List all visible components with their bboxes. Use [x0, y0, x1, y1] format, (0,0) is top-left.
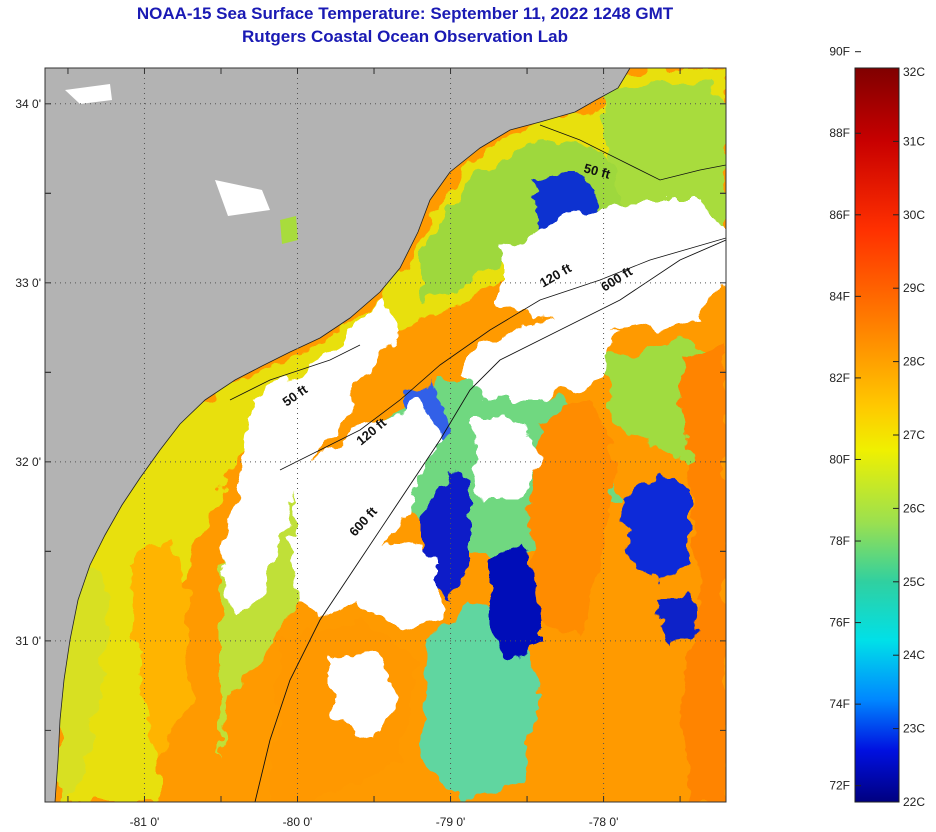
colorbar-f-label: 82F: [829, 371, 850, 385]
colorbar-f-label: 90F: [829, 45, 850, 59]
contour-50ft-south: [229, 344, 361, 401]
colorbar-c-label: 32C: [903, 65, 925, 79]
lat-tick-label: 31 0': [15, 634, 41, 648]
axis-ticks: -81 0' -80 0' -79 0' -78 0' 34 0' 33 0' 32 0' 3…: [15, 68, 726, 829]
colorbar-f-label: 84F: [829, 289, 850, 303]
lat-tick-label: 32 0': [15, 455, 41, 469]
lat-tick-label: 33 0': [15, 276, 41, 290]
map-frame: [44, 67, 727, 803]
colorbar-c-label: 31C: [903, 134, 925, 148]
colorbar-c-label: 29C: [903, 281, 925, 295]
colorbar-c-label: 28C: [903, 355, 925, 369]
lake: [65, 84, 112, 104]
colorbar-c-label: 22C: [903, 795, 925, 809]
colorbar-c-label: 26C: [903, 501, 925, 515]
colorbar-c-label: 30C: [903, 208, 925, 222]
colorbar-f-label: 78F: [829, 534, 850, 548]
lon-tick-label: -79 0': [436, 815, 466, 829]
colorbar-f-label: 88F: [829, 126, 850, 140]
colorbar-f-label: 86F: [829, 208, 850, 222]
colorbar-f-label: 74F: [829, 697, 850, 711]
colorbar-c-label: 24C: [903, 648, 925, 662]
lake: [215, 180, 270, 216]
lat-tick-label: 34 0': [15, 97, 41, 111]
lon-tick-label: -80 0': [283, 815, 313, 829]
lake: [280, 216, 298, 244]
colorbar-ramp: [854, 67, 900, 803]
lon-tick-label: -78 0': [589, 815, 619, 829]
graticule: [45, 68, 726, 802]
colorbar-f-label: 80F: [829, 452, 850, 466]
sst-field: [60, 70, 726, 802]
map-subtitle: Rutgers Coastal Ocean Observation Lab: [242, 27, 568, 46]
map-title: NOAA-15 Sea Surface Temperature: Septemb…: [136, 4, 674, 23]
colorbar-f-label: 76F: [829, 616, 850, 630]
lon-tick-label: -81 0': [130, 815, 160, 829]
contour-120ft: [279, 237, 726, 471]
colorbar-c-label: 27C: [903, 428, 925, 442]
contour-50ft-north: [539, 124, 726, 181]
land-mass: [45, 68, 631, 802]
colorbar-c-label: 23C: [903, 722, 925, 736]
contour-label: 50 ft: [582, 160, 612, 182]
contour-600ft: [254, 239, 726, 802]
colorbar-c-label: 25C: [903, 575, 925, 589]
colorbar-f-label: 72F: [829, 779, 850, 793]
